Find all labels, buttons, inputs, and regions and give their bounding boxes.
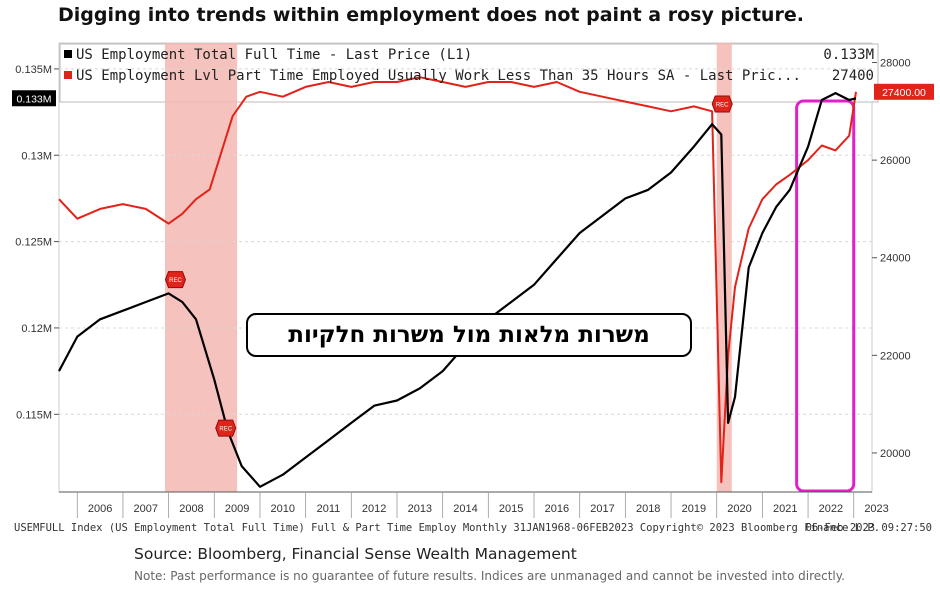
- x-tick-label: 2007: [134, 503, 158, 515]
- right-tick-label: 26000: [880, 155, 911, 167]
- x-tick-label: 2017: [590, 503, 614, 515]
- left-axis: 0.135M 0.13M 0.125M 0.12M 0.115M 0.133M: [12, 64, 59, 421]
- footer-description: USEMFULL Index (US Employment Total Full…: [14, 522, 881, 534]
- left-tick-label: 0.115M: [16, 409, 52, 421]
- legend-swatch-part-time: [64, 71, 72, 79]
- legend-value-part-time: 27400: [831, 68, 874, 84]
- footer: USEMFULL Index (US Employment Total Full…: [14, 522, 932, 534]
- x-tick-label: 2011: [317, 503, 341, 515]
- legend-label-part-time: US Employment Lvl Part Time Employed Usu…: [76, 68, 801, 84]
- x-tick-label: 2012: [362, 503, 386, 515]
- right-current-tag: [874, 83, 934, 100]
- right-tick-label: 28000: [880, 58, 911, 70]
- highlight-box: [795, 99, 856, 493]
- right-current-label: 27400.00: [882, 87, 926, 99]
- footer-date: 06-Feb-2023 09:27:50: [805, 522, 932, 534]
- series-line-full-time: [58, 92, 857, 488]
- recession-marker-1: [164, 271, 187, 289]
- left-tick-label: 0.135M: [15, 64, 52, 76]
- x-tick-label: 2013: [408, 503, 432, 515]
- x-tick-label: 2019: [682, 503, 706, 515]
- legend-entry-full-time: US Employment Total Full Time - Last Pri…: [64, 47, 874, 68]
- x-tick-label: 2006: [88, 503, 112, 515]
- x-tick-label: 2021: [773, 503, 797, 515]
- x-tick-label: 2014: [453, 503, 477, 515]
- chart-headline: Digging into trends within employment do…: [58, 4, 804, 26]
- left-tick-label: 0.125M: [15, 237, 52, 249]
- legend-entry-part-time: US Employment Lvl Part Time Employed Usu…: [64, 68, 874, 89]
- x-tick-label: 2015: [499, 503, 523, 515]
- x-tick-label: 2023: [864, 503, 888, 515]
- left-tick-label: 0.13M: [21, 150, 52, 162]
- legend: US Employment Total Full Time - Last Pri…: [64, 47, 874, 89]
- left-current-tag: [12, 90, 56, 107]
- series-line-part-time: [58, 76, 857, 484]
- right-tick-label: 24000: [880, 253, 911, 265]
- x-tick-label: 2008: [179, 503, 203, 515]
- x-tick-label: 2020: [727, 503, 751, 515]
- left-tick-label: 0.12M: [21, 323, 52, 335]
- callout-label: משרות מלאות מול משרות חלקיות: [246, 313, 692, 357]
- recession-marker-label: REC: [716, 103, 729, 109]
- x-tick-label: 2022: [819, 503, 843, 515]
- legend-value-full-time: 0.133M: [823, 47, 874, 63]
- series-lines: [58, 76, 857, 488]
- right-axis: 28000 26000 24000 22000 20000 27400.00: [872, 58, 934, 460]
- x-tick-label: 2010: [271, 503, 295, 515]
- x-axis: 2006 2007 2008 2009 2010 2011 2012 2013 2014 2015…: [59, 491, 889, 518]
- legend-label-full-time: US Employment Total Full Time - Last Pri…: [76, 47, 473, 63]
- recession-marker-label: REC: [169, 278, 182, 284]
- recession-marker-label: REC: [219, 427, 232, 433]
- left-current-label: 0.133M: [16, 93, 51, 105]
- source-line: Source: Bloomberg, Financial Sense Wealt…: [134, 545, 577, 563]
- x-tick-label: 2016: [545, 503, 569, 515]
- legend-swatch-full-time: [64, 50, 72, 58]
- x-tick-label: 2018: [636, 503, 660, 515]
- right-tick-label: 22000: [880, 350, 911, 362]
- recession-marker-2: [215, 419, 237, 437]
- disclaimer-note: Note: Past performance is no guarantee o…: [134, 569, 845, 583]
- right-tick-label: 20000: [880, 448, 911, 460]
- recession-marker-3: [711, 95, 733, 113]
- x-tick-label: 2009: [225, 503, 249, 515]
- recession-markers: REC REC REC: [164, 95, 733, 437]
